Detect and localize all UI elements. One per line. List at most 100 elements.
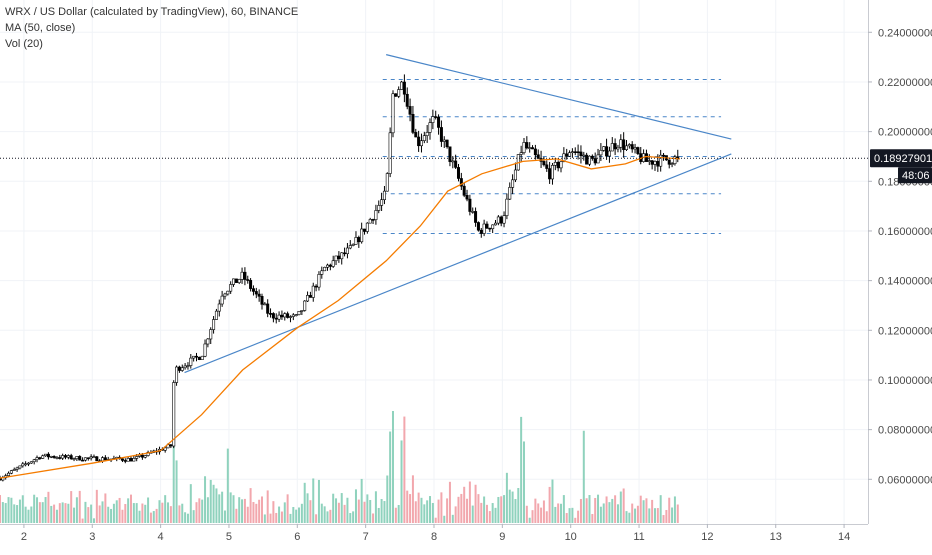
candle-body (21, 463, 25, 467)
candle (377, 200, 381, 214)
time-axis-background[interactable] (0, 524, 932, 550)
volume-bar (394, 507, 397, 523)
candle-body (468, 198, 472, 212)
volume-bar (167, 502, 170, 523)
volume-bar (317, 479, 320, 523)
volume-bar (192, 510, 195, 523)
candle-body (536, 154, 540, 159)
candle-body (189, 357, 193, 366)
candle-body (46, 453, 50, 458)
legend-ma[interactable]: MA (50, close) (5, 22, 76, 34)
candle-body (163, 447, 167, 451)
candle-body (630, 144, 634, 150)
candle-body (465, 195, 469, 200)
candle (388, 127, 392, 178)
volume-bar (380, 499, 383, 523)
candle (442, 136, 446, 148)
candle-body (605, 146, 609, 157)
volume-bar (306, 493, 309, 523)
candle-body (371, 219, 375, 221)
volume-bar (98, 505, 101, 523)
candle-body (129, 458, 133, 462)
candle (633, 143, 637, 154)
volume-bar (360, 478, 363, 523)
candle (257, 289, 261, 302)
legend-symbol[interactable]: WRX / US Dollar (calculated by TradingVi… (5, 6, 299, 18)
volume-bar (178, 505, 181, 523)
volume-bar (639, 495, 642, 523)
volume-bar (528, 517, 531, 523)
candle-body (146, 451, 150, 456)
time-axis[interactable]: 2 3 4 5 6 7 8 9 10 11 12 13 14 (0, 524, 932, 550)
candles (0, 74, 680, 482)
candle-body (44, 453, 48, 457)
candle-body (263, 303, 267, 306)
volume-bar (599, 506, 602, 523)
candle-body (479, 229, 483, 234)
time-tick-label: 9 (499, 531, 505, 543)
candle (365, 222, 369, 234)
volume-bar (286, 494, 289, 523)
candle (625, 140, 629, 151)
candle (311, 282, 315, 302)
volume-bar (517, 488, 520, 523)
volume-bar (215, 488, 218, 523)
price-axis-background[interactable] (868, 0, 932, 550)
volume-bar (152, 511, 155, 523)
candle-body (200, 355, 204, 360)
volume-bar (104, 493, 107, 523)
candle (132, 455, 136, 462)
candle-body (52, 456, 56, 458)
volume-bar (223, 510, 226, 523)
volume-bar (95, 489, 98, 523)
candle (485, 221, 489, 229)
price-axis[interactable]: 0.240000000.220000000.200000000.18000000… (868, 0, 932, 550)
candle-body (317, 274, 321, 288)
candle-body (633, 147, 637, 150)
candle (95, 456, 99, 462)
volume-bar (534, 498, 537, 523)
trendlines[interactable] (184, 54, 732, 374)
candle (556, 160, 560, 172)
candle-body (602, 146, 606, 151)
trendline[interactable] (184, 153, 732, 374)
candle (61, 453, 65, 460)
candle (194, 352, 198, 362)
volume-bar (537, 503, 540, 523)
candle-body (294, 314, 298, 316)
candle-body (177, 366, 181, 371)
candle-body (75, 456, 79, 459)
volume-bar (235, 508, 238, 523)
level-lines[interactable] (382, 78, 722, 234)
candle-body (491, 224, 495, 230)
volume-bar (485, 504, 488, 523)
candle (616, 144, 620, 153)
candle (468, 194, 472, 216)
volume-bar (87, 507, 90, 523)
candle-body (277, 314, 281, 320)
candle-body (9, 470, 13, 474)
candle (220, 290, 224, 307)
candle (294, 314, 298, 317)
volume-bar (81, 518, 84, 523)
candle-body (545, 164, 549, 169)
legend-volume[interactable]: Vol (20) (5, 38, 43, 50)
candle-body (95, 456, 99, 462)
candle (414, 128, 418, 138)
trendline[interactable] (386, 54, 732, 140)
candle-body (673, 156, 677, 164)
volume-bar (446, 498, 449, 523)
volume-bar (483, 496, 486, 523)
volume-bar (400, 440, 403, 523)
ma-line[interactable] (0, 155, 681, 479)
candle-body (428, 122, 432, 133)
volume-bar (634, 508, 637, 523)
candle-body (266, 303, 270, 314)
candle (269, 308, 273, 318)
candle (454, 154, 458, 170)
volume-bar (676, 504, 679, 523)
volume-bar (110, 508, 113, 523)
candle (226, 290, 230, 296)
